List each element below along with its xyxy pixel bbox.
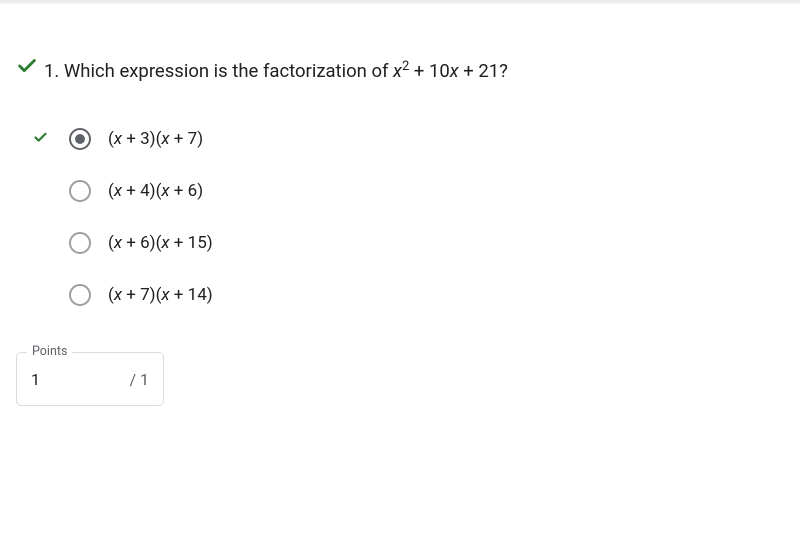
question-text: 1. Which expression is the factorization…	[44, 59, 508, 82]
question-number: 1.	[44, 60, 59, 82]
question-var2: x	[450, 60, 459, 82]
question-mid: + 10	[409, 60, 449, 82]
options-list: (x + 3)(x + 7) (x + 4)(x + 6) (x + 6)(x …	[28, 128, 784, 306]
points-earned: 1	[31, 370, 40, 389]
option-row[interactable]: (x + 3)(x + 7)	[28, 128, 784, 150]
option-label: (x + 4)(x + 6)	[108, 181, 203, 201]
question-prefix: Which expression is the factorization of	[64, 60, 393, 82]
option-row[interactable]: (x + 7)(x + 14)	[28, 284, 784, 306]
radio-unselected-icon[interactable]	[69, 284, 91, 306]
points-legend: Points	[27, 344, 72, 359]
question-block: 1. Which expression is the factorization…	[16, 55, 784, 406]
question-suffix: + 21?	[459, 60, 508, 82]
top-shadow	[0, 0, 800, 4]
option-correct-icon	[28, 130, 52, 149]
option-label: (x + 6)(x + 15)	[108, 233, 213, 253]
points-total: / 1	[129, 370, 149, 389]
radio-selected-icon[interactable]	[69, 128, 91, 150]
option-label: (x + 3)(x + 7)	[108, 129, 203, 149]
radio-unselected-icon[interactable]	[69, 232, 91, 254]
option-row[interactable]: (x + 6)(x + 15)	[28, 232, 784, 254]
option-label: (x + 7)(x + 14)	[108, 285, 213, 305]
radio-unselected-icon[interactable]	[69, 180, 91, 202]
correct-check-icon	[16, 55, 38, 81]
option-row[interactable]: (x + 4)(x + 6)	[28, 180, 784, 202]
points-box: Points 1 / 1	[16, 352, 164, 406]
question-var1: x	[393, 60, 402, 82]
question-header: 1. Which expression is the factorization…	[16, 55, 784, 82]
